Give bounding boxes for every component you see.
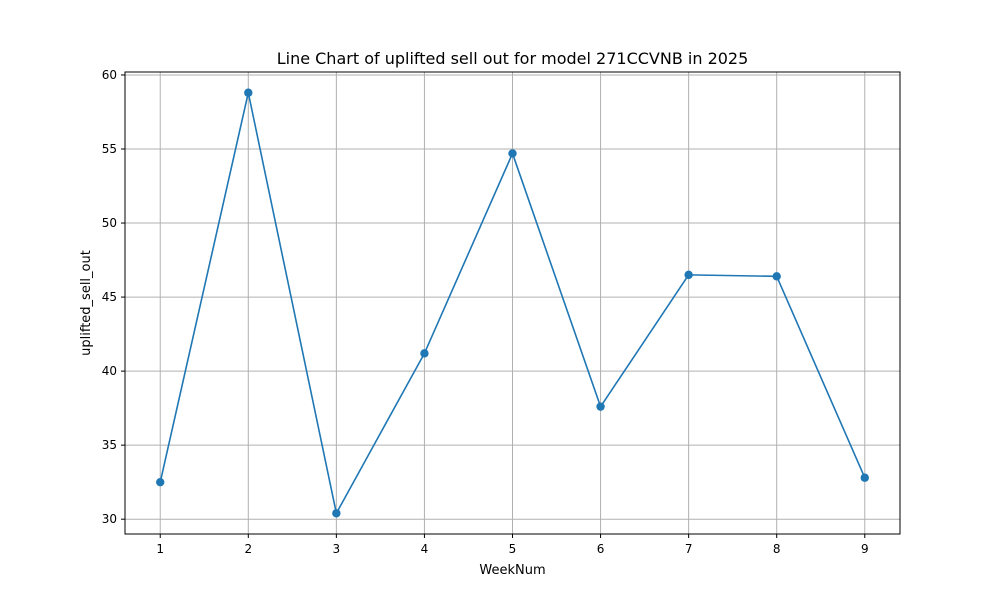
x-tick-label: 4 bbox=[421, 542, 429, 556]
x-tick-label: 9 bbox=[861, 542, 869, 556]
x-tick-label: 8 bbox=[773, 542, 781, 556]
x-tick-label: 7 bbox=[685, 542, 693, 556]
x-tick-label: 1 bbox=[156, 542, 164, 556]
data-point bbox=[156, 477, 165, 487]
x-tick-label: 5 bbox=[509, 542, 517, 556]
y-tick-label: 55 bbox=[102, 142, 117, 156]
grid-layer bbox=[125, 72, 900, 534]
y-tick-label: 45 bbox=[102, 290, 117, 304]
x-axis-label: WeekNum bbox=[479, 563, 545, 578]
x-tick-label: 3 bbox=[333, 542, 341, 556]
data-point bbox=[684, 270, 693, 280]
data-point bbox=[596, 402, 605, 411]
series-layer bbox=[156, 88, 869, 518]
y-tick-label: 35 bbox=[102, 438, 117, 452]
y-tick-label: 50 bbox=[102, 216, 117, 230]
data-point bbox=[244, 88, 253, 97]
chart-title: Line Chart of uplifted sell out for mode… bbox=[277, 49, 749, 68]
data-point bbox=[508, 149, 517, 158]
data-point bbox=[772, 272, 781, 281]
y-tick-label: 30 bbox=[102, 512, 117, 526]
data-point bbox=[860, 473, 869, 482]
data-point bbox=[332, 509, 341, 518]
y-axis-label: uplifted_sell_out bbox=[79, 250, 94, 356]
y-tick-label: 60 bbox=[102, 68, 117, 82]
x-tick-label: 6 bbox=[597, 542, 605, 556]
y-tick-label: 40 bbox=[102, 364, 117, 378]
data-point bbox=[420, 349, 429, 358]
x-tick-label: 2 bbox=[244, 542, 252, 556]
